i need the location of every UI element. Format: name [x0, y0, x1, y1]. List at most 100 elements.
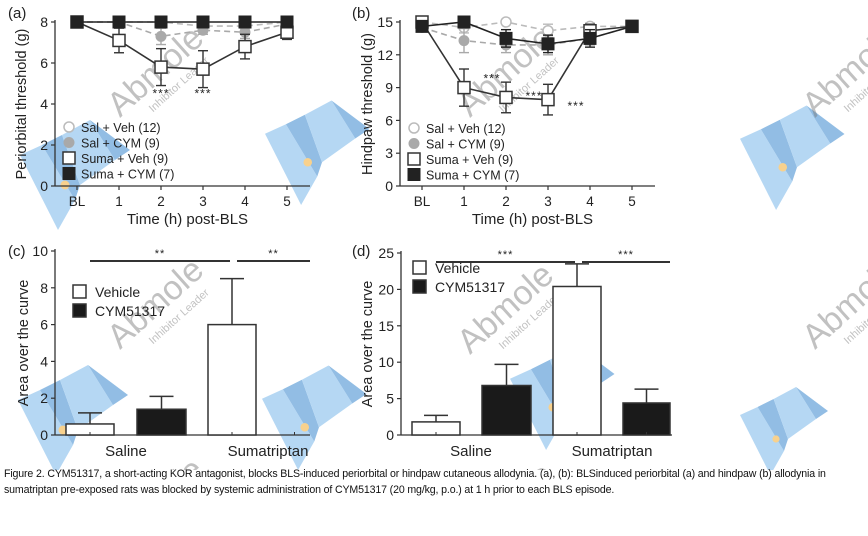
y-tick-label: 6	[40, 317, 48, 333]
marker-square-filled	[541, 37, 555, 51]
x-axis-label: Time (h) post-BLS	[472, 211, 593, 228]
bar-saline-cym51317	[136, 408, 187, 436]
y-tick-label: 10	[378, 354, 394, 370]
y-tick-label: 9	[385, 80, 393, 96]
legend-label: Sal + Veh (12)	[81, 121, 161, 135]
marker-square-filled	[238, 15, 252, 29]
marker-square-open	[238, 39, 252, 54]
marker-square-open	[154, 60, 168, 74]
y-tick-label: 0	[40, 178, 48, 194]
marker-square-filled	[280, 15, 294, 29]
watermark-logo-icon	[740, 387, 828, 470]
marker-square-filled	[457, 15, 471, 29]
legend-swatch	[412, 279, 427, 294]
y-tick-label: 20	[378, 281, 394, 297]
bar-saline-cym51317	[481, 384, 532, 436]
significance-marker: ***	[194, 87, 211, 101]
significance-marker: ***	[618, 249, 634, 261]
panel-c-bar-chart: 0 2 4 6 8 10 (c) Area over the curve Saline Sumat…	[8, 243, 310, 460]
marker-square-open	[407, 152, 421, 166]
logo-shard	[88, 365, 128, 405]
logo-shard	[90, 120, 130, 160]
y-tick-label: 25	[378, 245, 394, 261]
logo-shard	[42, 135, 80, 200]
bar-sumatriptan-vehicle	[552, 285, 602, 436]
logo-shard	[773, 387, 816, 439]
x-tick-label: 1	[115, 194, 123, 209]
series-line	[421, 21, 632, 32]
watermark-logo-icon	[265, 100, 370, 205]
marker-square-filled	[625, 19, 639, 33]
bar-sumatriptan-cym51317	[622, 402, 671, 436]
logo-shard	[806, 105, 845, 144]
panel-label: (b)	[352, 5, 370, 22]
significance-marker: ***	[498, 249, 514, 261]
y-axis-label: Periorbital threshold (g)	[14, 29, 30, 180]
marker-square-filled	[62, 167, 76, 180]
series-line	[76, 21, 288, 70]
marker-circle-open	[542, 24, 554, 37]
legend-label: Sal + CYM (9)	[81, 137, 160, 151]
y-tick-label: 8	[40, 280, 48, 296]
x-tick-label: 2	[502, 194, 510, 209]
marker-square-filled	[196, 15, 210, 29]
watermark-logo-icon	[20, 120, 130, 230]
legend-label: CYM51317	[95, 303, 165, 319]
logo-shard	[285, 114, 322, 177]
x-tick-label: 5	[283, 194, 291, 209]
marker-circle-filled	[458, 35, 470, 47]
marker-square-open	[499, 90, 513, 105]
marker-square-open	[62, 151, 76, 165]
panel-d-bar-chart: 0 5 10 15 20 25 (d) Area over the curve Saline Su…	[352, 243, 672, 460]
significance-marker: **	[268, 248, 279, 260]
marker-square-open	[541, 92, 555, 107]
legend-label: Suma + Veh (9)	[426, 153, 513, 167]
legend-label: Vehicle	[95, 284, 140, 300]
logo-shard	[20, 145, 75, 230]
marker-square-filled	[415, 19, 429, 33]
legend: Vehicle CYM51317	[412, 260, 505, 295]
x-tick-label: 3	[199, 194, 207, 209]
logo-shard	[740, 407, 785, 470]
legend-label: Vehicle	[435, 260, 480, 276]
logo-shard	[282, 379, 319, 442]
y-tick-label: 6	[40, 55, 48, 71]
logo-shard	[304, 100, 356, 163]
panel-label: (c)	[8, 243, 26, 260]
logo-shard	[301, 365, 353, 428]
y-tick-label: 15	[377, 14, 393, 30]
x-tick-label: 2	[157, 194, 165, 209]
significance-marker: ***	[525, 89, 542, 103]
logo-dot	[778, 162, 788, 172]
panel-label: (d)	[352, 243, 370, 260]
logo-dot	[772, 435, 780, 443]
y-tick-label: 6	[385, 112, 393, 128]
category-label: Sumatriptan	[228, 443, 309, 460]
logo-dot	[303, 157, 313, 167]
legend: Vehicle CYM51317	[72, 284, 165, 319]
x-tick-label: 4	[241, 194, 249, 209]
category-label: Sumatriptan	[572, 443, 653, 460]
significance-marker: ***	[483, 72, 500, 86]
x-tick-label: 1	[460, 194, 468, 209]
bar-sumatriptan-vehicle	[207, 323, 257, 436]
series-line	[421, 21, 633, 101]
legend-label: Suma + CYM (7)	[426, 169, 519, 183]
y-tick-label: 2	[40, 137, 48, 153]
watermark-logo-icon	[262, 365, 367, 470]
marker-square-open	[112, 33, 126, 48]
y-tick-label: 3	[385, 145, 393, 161]
marker-square-filled	[70, 15, 84, 29]
logo-shard	[740, 129, 793, 210]
marker-circle-filled	[408, 138, 420, 149]
panel-label: (a)	[8, 5, 26, 22]
series-suma-cym-7-	[70, 15, 294, 29]
legend-label: Sal + CYM (9)	[426, 138, 505, 152]
logo-shard	[18, 390, 73, 470]
y-axis-label: Area over the curve	[16, 280, 32, 407]
figure-caption: Figure 2. CYM51317, a short-acting KOR a…	[4, 468, 826, 496]
y-axis-label: Hindpaw threshold (g)	[360, 33, 376, 175]
legend-label: Suma + CYM (7)	[81, 168, 174, 182]
